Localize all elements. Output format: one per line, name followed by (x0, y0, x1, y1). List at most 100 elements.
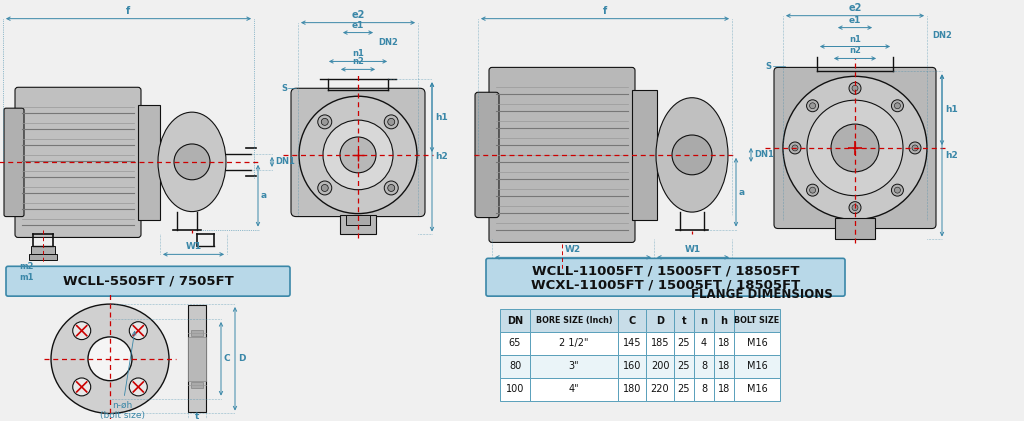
Text: h: h (721, 315, 727, 325)
Bar (714, 355, 734, 378)
Text: W2: W2 (565, 245, 581, 254)
Circle shape (73, 378, 91, 396)
Ellipse shape (656, 98, 728, 212)
Text: 25: 25 (678, 361, 690, 371)
Text: 8: 8 (701, 384, 707, 394)
Circle shape (807, 100, 903, 196)
Text: D: D (656, 315, 664, 325)
Bar (29, 254, 57, 260)
Text: 8: 8 (701, 361, 707, 371)
Text: 3": 3" (568, 361, 580, 371)
Bar (530, 332, 618, 355)
Bar (714, 378, 734, 400)
Text: 220: 220 (650, 384, 670, 394)
Circle shape (849, 83, 861, 94)
Bar (646, 332, 674, 355)
Bar (530, 355, 618, 378)
Bar (734, 355, 780, 378)
FancyBboxPatch shape (6, 266, 290, 296)
Circle shape (807, 184, 818, 196)
Bar (618, 378, 646, 400)
Text: 180: 180 (623, 384, 641, 394)
Bar (646, 378, 674, 400)
FancyBboxPatch shape (15, 87, 141, 237)
Circle shape (894, 187, 900, 193)
Circle shape (831, 124, 879, 172)
Text: BOLT SIZE: BOLT SIZE (734, 316, 779, 325)
Circle shape (909, 142, 921, 154)
Bar (530, 309, 618, 332)
Bar (500, 332, 530, 355)
Text: M16: M16 (746, 384, 767, 394)
Text: h2: h2 (945, 151, 957, 160)
Text: f: f (126, 5, 131, 16)
Circle shape (129, 378, 147, 396)
FancyBboxPatch shape (4, 108, 24, 216)
Text: 18: 18 (718, 338, 730, 349)
Circle shape (322, 118, 329, 125)
Circle shape (912, 145, 918, 151)
Circle shape (174, 144, 210, 180)
Circle shape (783, 76, 927, 220)
Circle shape (317, 115, 332, 129)
FancyBboxPatch shape (486, 258, 845, 296)
Circle shape (322, 184, 329, 192)
Text: FLANGE DIMENSIONS: FLANGE DIMENSIONS (691, 288, 833, 301)
Bar (346, 215, 370, 224)
Circle shape (810, 187, 815, 193)
Text: 65: 65 (509, 338, 521, 349)
Text: t: t (195, 413, 200, 421)
Text: e2: e2 (848, 3, 861, 13)
Text: W1: W1 (185, 242, 202, 251)
Text: n1: n1 (352, 49, 364, 59)
Circle shape (810, 103, 815, 109)
Text: 18: 18 (718, 384, 730, 394)
Circle shape (384, 115, 398, 129)
Text: WCLL-5505FT / 7505FT: WCLL-5505FT / 7505FT (62, 275, 233, 288)
Circle shape (790, 142, 801, 154)
Text: m2: m2 (18, 262, 33, 271)
Text: 160: 160 (623, 361, 641, 371)
Bar (646, 309, 674, 332)
Text: e1: e1 (352, 21, 365, 29)
Circle shape (384, 181, 398, 195)
Bar (500, 378, 530, 400)
Bar (191, 330, 203, 336)
Text: 25: 25 (678, 384, 690, 394)
Text: t: t (682, 315, 686, 325)
Text: DN2: DN2 (378, 38, 398, 47)
Text: C: C (224, 354, 230, 363)
Bar (646, 355, 674, 378)
Circle shape (852, 205, 858, 210)
Bar (734, 378, 780, 400)
Text: DN: DN (507, 315, 523, 325)
Circle shape (317, 181, 332, 195)
Text: n: n (700, 315, 708, 325)
Bar (835, 218, 874, 240)
Text: WCLL-11005FT / 15005FT / 18505FT: WCLL-11005FT / 15005FT / 18505FT (531, 265, 800, 278)
Circle shape (323, 120, 393, 190)
Text: 25: 25 (678, 338, 690, 349)
Text: m1: m1 (18, 273, 33, 282)
Text: e2: e2 (351, 10, 365, 20)
Text: M16: M16 (746, 338, 767, 349)
Circle shape (388, 118, 394, 125)
FancyBboxPatch shape (475, 92, 499, 218)
Circle shape (73, 322, 91, 340)
FancyBboxPatch shape (489, 67, 635, 242)
Bar (500, 355, 530, 378)
Bar (734, 309, 780, 332)
Text: DN1: DN1 (275, 157, 295, 166)
Text: 100: 100 (506, 384, 524, 394)
Bar (694, 309, 714, 332)
Bar (618, 332, 646, 355)
Bar (714, 309, 734, 332)
Text: n-øh
(bolt size): n-øh (bolt size) (99, 331, 144, 421)
Circle shape (894, 103, 900, 109)
Text: 4: 4 (701, 338, 707, 349)
Bar (694, 378, 714, 400)
Bar (618, 309, 646, 332)
Text: M16: M16 (746, 361, 767, 371)
Text: n1: n1 (849, 35, 861, 43)
Ellipse shape (51, 304, 169, 413)
